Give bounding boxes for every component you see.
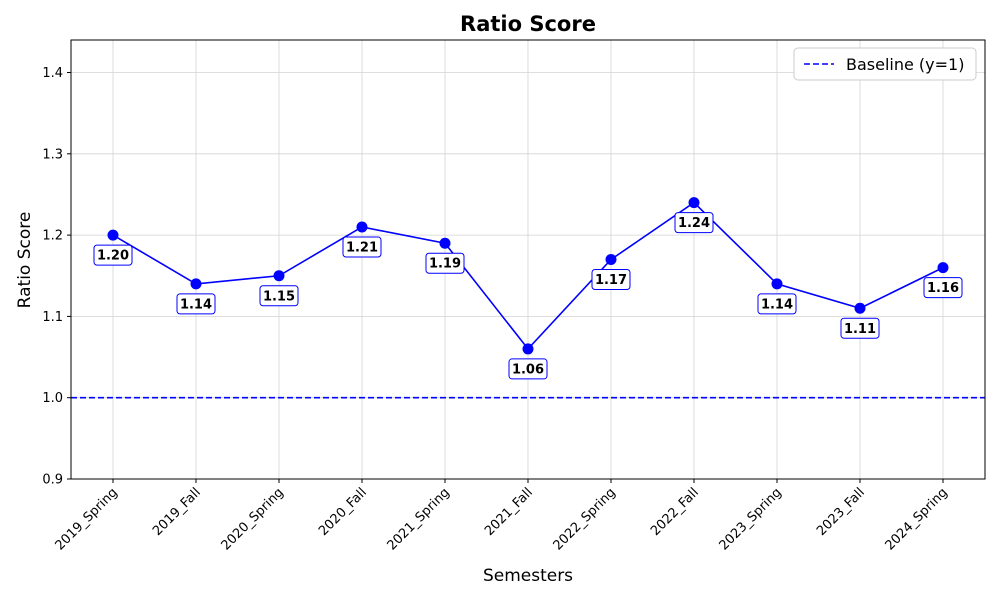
x-tick-label: 2019_Spring — [53, 485, 121, 553]
data-labels: 1.20 1.14 1.15 1.21 1.19 1.06 1.17 1.24 1.14 1.11… — [93, 212, 963, 380]
data-label: 1.11 — [844, 322, 876, 337]
data-point — [605, 254, 617, 265]
data-label-box — [923, 277, 963, 299]
data-label: 1.06 — [512, 362, 544, 377]
x-tick-label: 2022_Fall — [648, 485, 702, 539]
x-tick-label: 2023_Fall — [814, 485, 868, 539]
data-label: 1.17 — [595, 273, 627, 288]
x-tick-label: 2020_Spring — [219, 485, 287, 553]
legend-box — [793, 47, 977, 81]
chart-title: Ratio Score — [460, 12, 596, 36]
data-points — [107, 197, 949, 355]
data-label-box — [176, 293, 216, 315]
y-tick-label: 1.1 — [42, 310, 63, 325]
x-tick-label: 2024_Spring — [883, 485, 951, 553]
data-label-box — [93, 244, 133, 266]
data-label-box — [674, 212, 714, 234]
data-label-box — [425, 252, 465, 274]
y-tick-label: 1.3 — [42, 147, 63, 162]
data-label-box — [342, 236, 382, 258]
data-label: 1.15 — [263, 289, 295, 304]
y-tick-label: 0.9 — [42, 473, 63, 488]
y-tick-label: 1.0 — [42, 391, 63, 406]
legend: Baseline (y=1) — [793, 47, 977, 81]
data-point — [356, 221, 368, 233]
y-axis-label: Ratio Score — [15, 212, 35, 309]
y-tick-label: 1.2 — [42, 229, 63, 244]
x-tick-label: 2022_Spring — [551, 485, 619, 553]
legend-entry: Baseline (y=1) — [846, 55, 964, 74]
data-point — [937, 262, 949, 274]
data-point — [273, 270, 285, 282]
data-label-box — [259, 285, 299, 307]
y-tick-label: 1.4 — [42, 66, 63, 81]
data-label: 1.14 — [180, 297, 212, 312]
data-point — [107, 229, 119, 241]
data-point — [771, 278, 783, 290]
grid — [71, 40, 985, 480]
data-label-box — [840, 317, 880, 339]
data-point — [190, 278, 202, 290]
data-label: 1.19 — [429, 257, 461, 272]
data-label: 1.21 — [346, 240, 378, 255]
data-label-box — [757, 293, 797, 315]
x-tick-label: 2020_Fall — [316, 485, 370, 539]
x-tick-label: 2021_Fall — [482, 485, 536, 539]
x-tick-label: 2023_Spring — [717, 485, 785, 553]
data-label: 1.24 — [678, 216, 710, 231]
data-point — [522, 343, 534, 355]
x-tick-label: 2021_Spring — [385, 485, 453, 553]
data-label: 1.16 — [927, 281, 959, 296]
x-axis-ticks: 2019_Spring 2019_Fall 2020_Spring 2020_Fall… — [53, 479, 951, 553]
data-label-box — [591, 269, 631, 290]
data-label: 1.20 — [97, 249, 129, 264]
x-tick-label: 2019_Fall — [150, 485, 204, 539]
data-point — [439, 237, 451, 249]
y-axis-ticks: 0.9 1.0 1.1 1.2 1.3 1.4 — [42, 66, 71, 488]
data-label: 1.14 — [761, 297, 793, 312]
x-axis-label: Semesters — [483, 566, 573, 586]
data-label-box — [508, 358, 548, 380]
data-point — [688, 197, 700, 209]
data-point — [854, 302, 866, 314]
